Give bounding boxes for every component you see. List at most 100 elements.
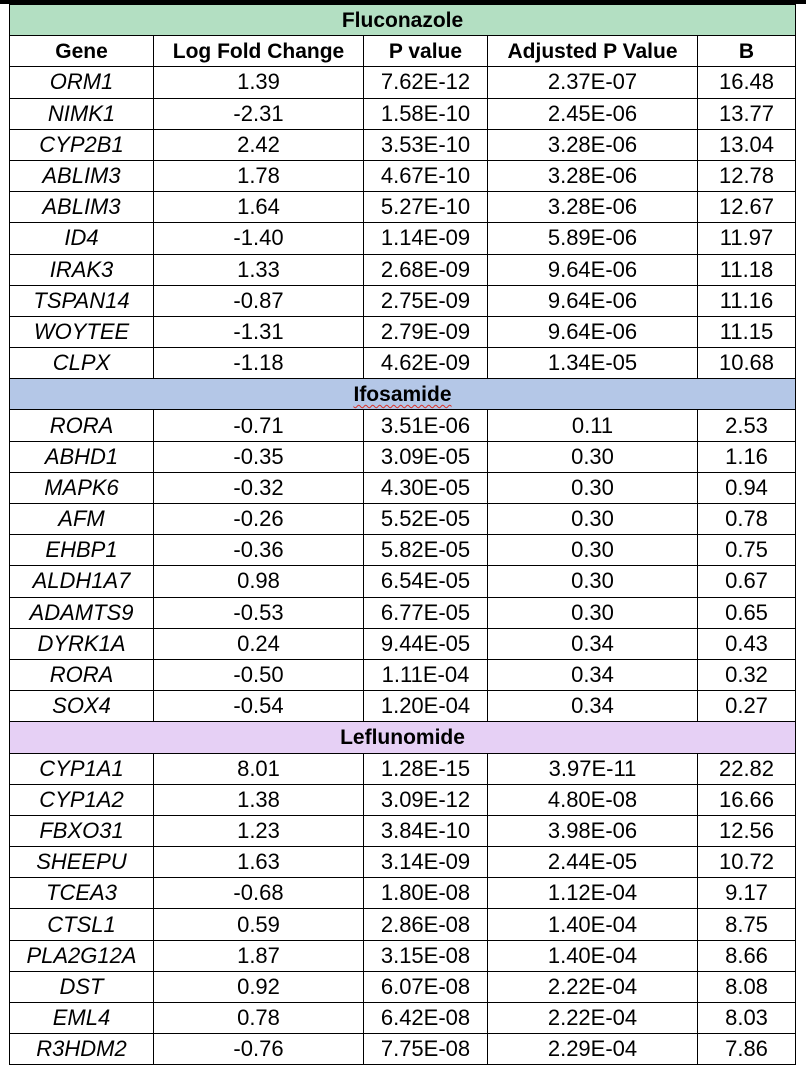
adjusted-p-value-cell[interactable]: 0.30 bbox=[487, 471, 698, 505]
adjusted-p-value-cell[interactable]: 2.29E-04 bbox=[487, 1033, 698, 1066]
column-header-gene[interactable]: Gene bbox=[9, 35, 154, 68]
gene-cell[interactable]: NIMK1 bbox=[9, 97, 154, 130]
p-value-cell[interactable]: 2.68E-09 bbox=[363, 253, 488, 286]
gene-cell[interactable]: TSPAN14 bbox=[9, 284, 154, 317]
b-cell[interactable]: 11.97 bbox=[696, 222, 797, 255]
b-cell[interactable]: 7.86 bbox=[696, 1033, 797, 1066]
log-fold-change-cell[interactable]: 1.64 bbox=[153, 191, 364, 224]
gene-cell[interactable]: ABHD1 bbox=[9, 440, 154, 473]
adjusted-p-value-cell[interactable]: 2.22E-04 bbox=[487, 970, 698, 1004]
p-value-cell[interactable]: 6.42E-08 bbox=[363, 1001, 488, 1035]
gene-cell[interactable]: RORA bbox=[9, 409, 154, 442]
gene-cell[interactable]: EHBP1 bbox=[9, 534, 154, 567]
adjusted-p-value-cell[interactable]: 2.44E-05 bbox=[487, 846, 698, 879]
adjusted-p-value-cell[interactable]: 3.28E-06 bbox=[487, 191, 698, 224]
p-value-cell[interactable]: 5.52E-05 bbox=[363, 502, 488, 536]
b-cell[interactable]: 0.94 bbox=[696, 471, 797, 505]
log-fold-change-cell[interactable]: -0.87 bbox=[153, 284, 364, 317]
p-value-cell[interactable]: 1.80E-08 bbox=[363, 877, 488, 910]
section-title-cell[interactable]: Leflunomide bbox=[8, 721, 797, 754]
log-fold-change-cell[interactable]: 1.63 bbox=[153, 846, 364, 879]
log-fold-change-cell[interactable]: 2.42 bbox=[153, 128, 364, 161]
adjusted-p-value-cell[interactable]: 0.30 bbox=[487, 565, 698, 598]
column-header-adjusted-p-value[interactable]: Adjusted P Value bbox=[487, 35, 698, 68]
gene-cell[interactable]: ADAMTS9 bbox=[9, 596, 154, 629]
b-cell[interactable]: 11.18 bbox=[696, 253, 797, 286]
log-fold-change-cell[interactable]: -0.32 bbox=[153, 471, 364, 505]
log-fold-change-cell[interactable]: 0.78 bbox=[153, 1001, 364, 1035]
p-value-cell[interactable]: 9.44E-05 bbox=[363, 627, 488, 660]
gene-cell[interactable]: IRAK3 bbox=[9, 253, 154, 286]
adjusted-p-value-cell[interactable]: 3.28E-06 bbox=[487, 159, 698, 193]
gene-cell[interactable]: CYP2B1 bbox=[9, 128, 154, 161]
b-cell[interactable]: 2.53 bbox=[696, 409, 797, 442]
column-header-p-value[interactable]: P value bbox=[363, 35, 488, 68]
adjusted-p-value-cell[interactable]: 1.34E-05 bbox=[487, 347, 698, 380]
p-value-cell[interactable]: 3.09E-12 bbox=[363, 783, 488, 816]
p-value-cell[interactable]: 3.15E-08 bbox=[363, 939, 488, 972]
log-fold-change-cell[interactable]: 0.98 bbox=[153, 565, 364, 598]
gene-cell[interactable]: ORM1 bbox=[9, 66, 154, 99]
b-cell[interactable]: 8.08 bbox=[696, 970, 797, 1004]
p-value-cell[interactable]: 3.14E-09 bbox=[363, 846, 488, 879]
gene-cell[interactable]: WOYTEE bbox=[9, 315, 154, 349]
p-value-cell[interactable]: 1.11E-04 bbox=[363, 658, 488, 692]
b-cell[interactable]: 12.67 bbox=[696, 191, 797, 224]
b-cell[interactable]: 0.75 bbox=[696, 534, 797, 567]
log-fold-change-cell[interactable]: 0.24 bbox=[153, 627, 364, 660]
gene-cell[interactable]: ABLIM3 bbox=[9, 191, 154, 224]
p-value-cell[interactable]: 7.62E-12 bbox=[363, 66, 488, 99]
p-value-cell[interactable]: 3.53E-10 bbox=[363, 128, 488, 161]
gene-cell[interactable]: ID4 bbox=[9, 222, 154, 255]
p-value-cell[interactable]: 1.20E-04 bbox=[363, 690, 488, 723]
p-value-cell[interactable]: 1.28E-15 bbox=[363, 752, 488, 785]
adjusted-p-value-cell[interactable]: 0.34 bbox=[487, 627, 698, 660]
gene-cell[interactable]: SHEEPU bbox=[9, 846, 154, 879]
adjusted-p-value-cell[interactable]: 0.30 bbox=[487, 596, 698, 629]
gene-cell[interactable]: PLA2G12A bbox=[9, 939, 154, 972]
gene-cell[interactable]: EML4 bbox=[9, 1001, 154, 1035]
adjusted-p-value-cell[interactable]: 4.80E-08 bbox=[487, 783, 698, 816]
section-title-cell[interactable]: Fluconazole bbox=[8, 3, 797, 37]
b-cell[interactable]: 9.17 bbox=[696, 877, 797, 910]
log-fold-change-cell[interactable]: -0.26 bbox=[153, 502, 364, 536]
p-value-cell[interactable]: 1.58E-10 bbox=[363, 97, 488, 130]
log-fold-change-cell[interactable]: -0.53 bbox=[153, 596, 364, 629]
log-fold-change-cell[interactable]: -1.40 bbox=[153, 222, 364, 255]
adjusted-p-value-cell[interactable]: 0.30 bbox=[487, 502, 698, 536]
p-value-cell[interactable]: 2.86E-08 bbox=[363, 908, 488, 941]
p-value-cell[interactable]: 6.54E-05 bbox=[363, 565, 488, 598]
adjusted-p-value-cell[interactable]: 0.30 bbox=[487, 440, 698, 473]
p-value-cell[interactable]: 4.30E-05 bbox=[363, 471, 488, 505]
p-value-cell[interactable]: 7.75E-08 bbox=[363, 1033, 488, 1066]
gene-cell[interactable]: DST bbox=[9, 970, 154, 1004]
log-fold-change-cell[interactable]: 8.01 bbox=[153, 752, 364, 785]
p-value-cell[interactable]: 5.27E-10 bbox=[363, 191, 488, 224]
p-value-cell[interactable]: 4.62E-09 bbox=[363, 347, 488, 380]
b-cell[interactable]: 12.78 bbox=[696, 159, 797, 193]
gene-cell[interactable]: CYP1A1 bbox=[9, 752, 154, 785]
gene-cell[interactable]: CTSL1 bbox=[9, 908, 154, 941]
adjusted-p-value-cell[interactable]: 1.40E-04 bbox=[487, 908, 698, 941]
column-header-log-fold-change[interactable]: Log Fold Change bbox=[153, 35, 364, 68]
b-cell[interactable]: 16.48 bbox=[696, 66, 797, 99]
b-cell[interactable]: 0.65 bbox=[696, 596, 797, 629]
log-fold-change-cell[interactable]: 1.39 bbox=[153, 66, 364, 99]
adjusted-p-value-cell[interactable]: 2.37E-07 bbox=[487, 66, 698, 99]
gene-cell[interactable]: CYP1A2 bbox=[9, 783, 154, 816]
adjusted-p-value-cell[interactable]: 1.12E-04 bbox=[487, 877, 698, 910]
adjusted-p-value-cell[interactable]: 5.89E-06 bbox=[487, 222, 698, 255]
p-value-cell[interactable]: 2.75E-09 bbox=[363, 284, 488, 317]
b-cell[interactable]: 11.15 bbox=[696, 315, 797, 349]
log-fold-change-cell[interactable]: 1.38 bbox=[153, 783, 364, 816]
adjusted-p-value-cell[interactable]: 0.11 bbox=[487, 409, 698, 442]
log-fold-change-cell[interactable]: -2.31 bbox=[153, 97, 364, 130]
adjusted-p-value-cell[interactable]: 1.40E-04 bbox=[487, 939, 698, 972]
log-fold-change-cell[interactable]: -0.68 bbox=[153, 877, 364, 910]
log-fold-change-cell[interactable]: -0.71 bbox=[153, 409, 364, 442]
gene-cell[interactable]: AFM bbox=[9, 502, 154, 536]
gene-cell[interactable]: ABLIM3 bbox=[9, 159, 154, 193]
b-cell[interactable]: 0.43 bbox=[696, 627, 797, 660]
p-value-cell[interactable]: 4.67E-10 bbox=[363, 159, 488, 193]
log-fold-change-cell[interactable]: 1.87 bbox=[153, 939, 364, 972]
